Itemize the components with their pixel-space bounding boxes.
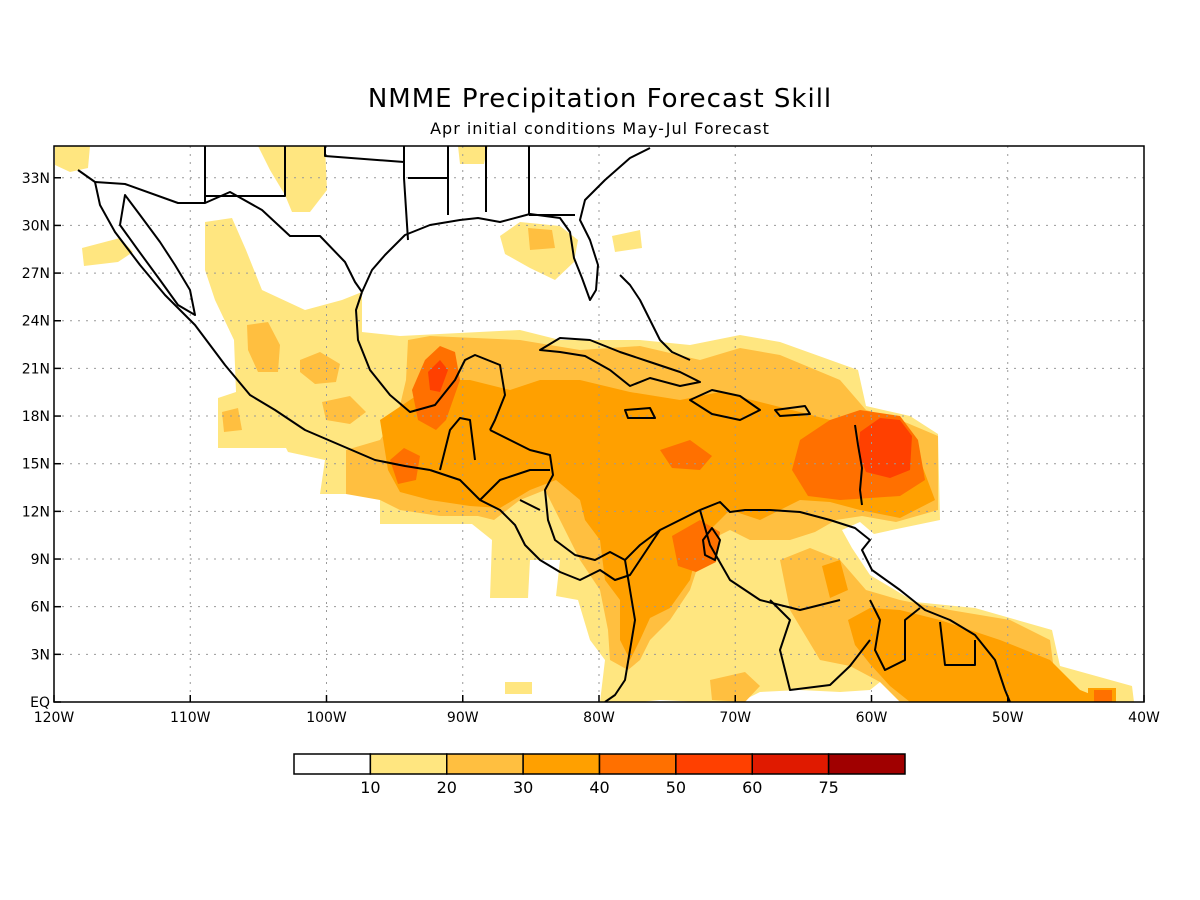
map-subtitle: Apr initial conditions May-Jul Forecast (430, 119, 770, 138)
contour-level-50 (428, 360, 912, 478)
colorbar-swatch (675, 753, 753, 775)
lat-tick-label: 30N (22, 218, 50, 234)
colorbar-label: 20 (437, 778, 457, 797)
colorbar-swatch (751, 753, 830, 775)
lon-tick-label: 40W (1128, 710, 1160, 726)
map-title: NMME Precipitation Forecast Skill (367, 84, 833, 114)
lon-axis: 120W 110W 100W 90W 80W 70W 60W 50W 40W (34, 695, 1160, 726)
coastlines (77, 146, 1011, 702)
colorbar-label: 60 (742, 778, 762, 797)
lat-tick-label: 24N (22, 314, 50, 330)
lat-tick-label: 21N (22, 361, 50, 377)
lat-axis: EQ 3N 6N 9N 12N 15N 18N 21N 24N 27N 30N 33N (22, 171, 61, 711)
lat-tick-label: 15N (22, 457, 50, 473)
lat-tick-label: EQ (30, 695, 50, 711)
lon-tick-label: 80W (583, 710, 615, 726)
lon-tick-label: 90W (447, 710, 479, 726)
lat-tick-label: 9N (31, 552, 50, 568)
contour-level-30 (380, 380, 1116, 702)
skill-contours (55, 146, 1134, 702)
colorbar-swatch (522, 753, 601, 775)
colorbar-label: 40 (589, 778, 609, 797)
colorbar-label: 75 (818, 778, 838, 797)
colorbar-swatch (369, 753, 448, 775)
colorbar-label: 50 (666, 778, 686, 797)
colorbar-label: 30 (513, 778, 533, 797)
colorbar-swatch (446, 753, 524, 775)
lat-tick-label: 33N (22, 171, 50, 187)
lat-tick-label: 18N (22, 409, 50, 425)
colorbar-swatch (598, 753, 677, 775)
lon-tick-label: 110W (170, 710, 211, 726)
colorbar-swatch (827, 753, 906, 775)
colorbar: 10 20 30 40 50 60 75 (293, 753, 906, 797)
lat-tick-label: 27N (22, 266, 50, 282)
lon-tick-label: 100W (306, 710, 347, 726)
map-grid (54, 146, 1144, 702)
lon-tick-label: 120W (34, 710, 75, 726)
colorbar-label: 10 (360, 778, 380, 797)
lon-tick-label: 60W (856, 710, 888, 726)
lat-tick-label: 12N (22, 504, 50, 520)
colorbar-swatch (293, 753, 372, 775)
lat-tick-label: 6N (31, 600, 50, 616)
lon-tick-label: 50W (992, 710, 1024, 726)
lat-tick-label: 3N (31, 647, 50, 663)
lon-tick-label: 70W (719, 710, 751, 726)
